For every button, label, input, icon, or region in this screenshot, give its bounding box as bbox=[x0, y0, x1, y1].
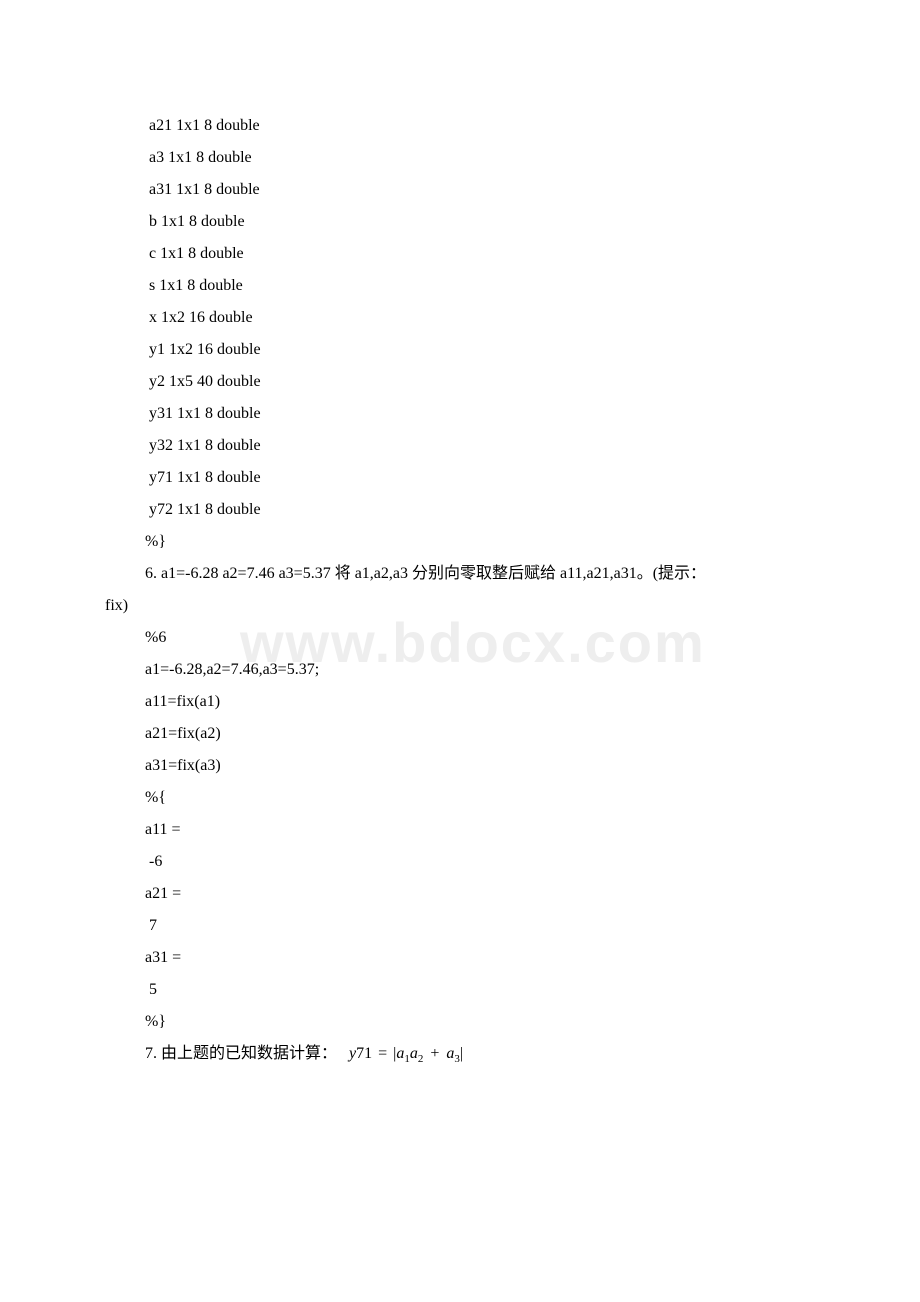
math-sub-2: 2 bbox=[418, 1053, 424, 1065]
code-line: %} bbox=[145, 526, 815, 558]
code-line: a31 1x1 8 double bbox=[145, 174, 815, 206]
code-line: a21 = bbox=[145, 878, 815, 910]
question-7-prefix: 7. 由上题的已知数据计算： bbox=[145, 1045, 337, 1062]
code-line: %6 bbox=[145, 622, 815, 654]
question-6: 6. a1=-6.28 a2=7.46 a3=5.37 将 a1,a2,a3 分… bbox=[145, 558, 815, 590]
code-line: %{ bbox=[145, 782, 815, 814]
math-expression: y71 = |a1a2 + a3| bbox=[349, 1045, 463, 1062]
code-line: a31=fix(a3) bbox=[145, 750, 815, 782]
code-line: b 1x1 8 double bbox=[145, 206, 815, 238]
math-plus: + bbox=[430, 1045, 439, 1062]
code-line: %} bbox=[145, 1006, 815, 1038]
question-6-continuation: fix) bbox=[105, 590, 815, 622]
code-line: a1=-6.28,a2=7.46,a3=5.37; bbox=[145, 654, 815, 686]
code-line: a21 1x1 8 double bbox=[145, 110, 815, 142]
document-content: a21 1x1 8 double a3 1x1 8 double a31 1x1… bbox=[0, 0, 920, 1130]
question-6-text: 6. a1=-6.28 a2=7.46 a3=5.37 将 a1,a2,a3 分… bbox=[145, 558, 815, 590]
math-num-71: 71 bbox=[356, 1045, 372, 1062]
code-line: y71 1x1 8 double bbox=[145, 462, 815, 494]
math-equals: = bbox=[378, 1045, 387, 1062]
code-line: a21=fix(a2) bbox=[145, 718, 815, 750]
code-line: 5 bbox=[145, 974, 815, 1006]
code-line: y31 1x1 8 double bbox=[145, 398, 815, 430]
code-line: c 1x1 8 double bbox=[145, 238, 815, 270]
code-line: y72 1x1 8 double bbox=[145, 494, 815, 526]
code-line: y32 1x1 8 double bbox=[145, 430, 815, 462]
code-line: s 1x1 8 double bbox=[145, 270, 815, 302]
code-line: a3 1x1 8 double bbox=[145, 142, 815, 174]
code-line: x 1x2 16 double bbox=[145, 302, 815, 334]
code-line: a31 = bbox=[145, 942, 815, 974]
code-line: y1 1x2 16 double bbox=[145, 334, 815, 366]
code-line: a11 = bbox=[145, 814, 815, 846]
code-line: y2 1x5 40 double bbox=[145, 366, 815, 398]
code-line: -6 bbox=[145, 846, 815, 878]
abs-close: | bbox=[460, 1045, 463, 1062]
code-line: 7 bbox=[145, 910, 815, 942]
code-line: a11=fix(a1) bbox=[145, 686, 815, 718]
math-var-a2: a bbox=[410, 1045, 418, 1062]
question-7: 7. 由上题的已知数据计算： y71 = |a1a2 + a3| bbox=[145, 1038, 815, 1070]
